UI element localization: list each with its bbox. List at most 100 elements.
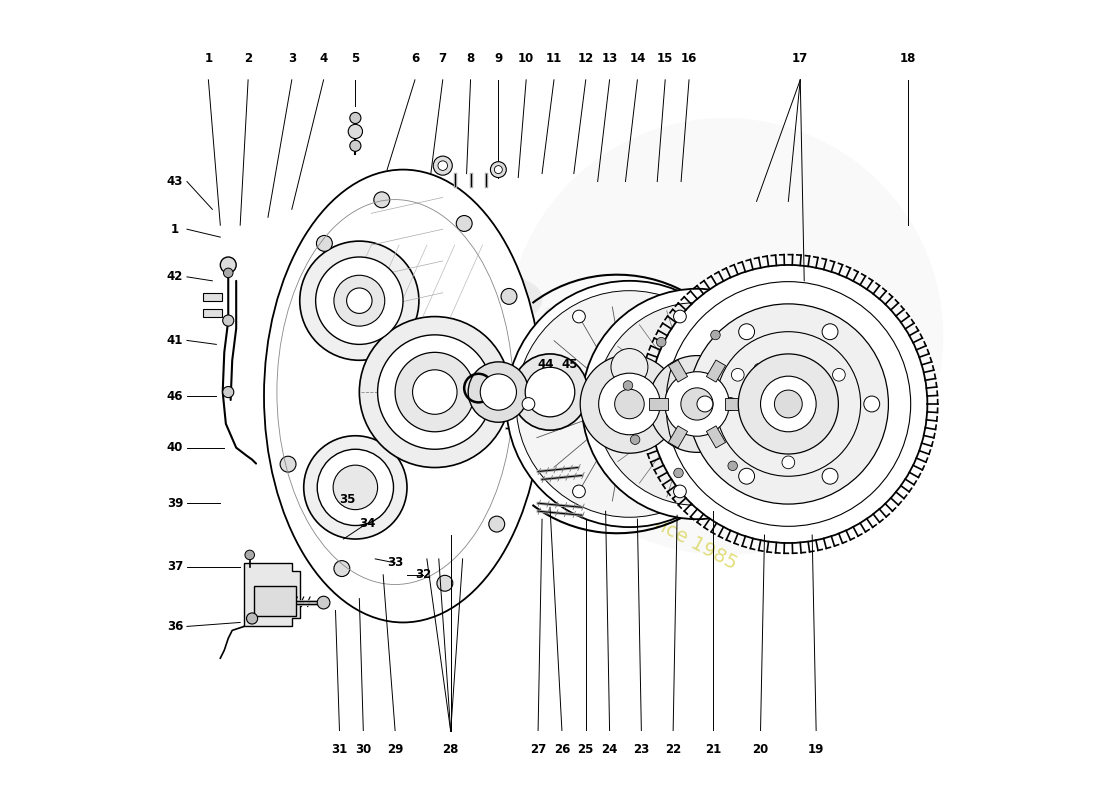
Circle shape [223,268,233,278]
Circle shape [673,485,686,498]
Circle shape [595,302,799,506]
Text: 15: 15 [657,52,673,65]
Text: 26: 26 [553,743,570,756]
Circle shape [697,396,713,412]
Circle shape [711,330,720,340]
Circle shape [822,324,838,340]
Text: 19: 19 [808,743,824,756]
Bar [706,360,726,382]
Circle shape [755,363,763,373]
Text: 45: 45 [562,358,579,370]
Text: 24: 24 [602,743,618,756]
Circle shape [334,561,350,577]
Circle shape [488,516,505,532]
Circle shape [494,166,503,174]
Text: 11: 11 [546,52,562,65]
Circle shape [615,389,645,418]
Circle shape [245,550,254,560]
Circle shape [649,355,746,452]
Circle shape [438,161,448,170]
Text: 6: 6 [410,52,419,65]
Circle shape [469,362,529,422]
Circle shape [317,450,394,526]
Text: a passion for parts since 1985: a passion for parts since 1985 [471,418,740,573]
Circle shape [664,372,729,436]
Text: 31: 31 [331,743,348,756]
Circle shape [689,304,889,504]
Text: 22: 22 [666,743,681,756]
Text: 41: 41 [167,334,184,347]
Circle shape [822,468,838,484]
Text: 25: 25 [578,743,594,756]
Text: 34: 34 [359,517,375,530]
Circle shape [481,374,517,410]
Circle shape [738,354,838,454]
Text: 16: 16 [681,52,697,65]
Circle shape [739,324,755,340]
Circle shape [649,265,927,543]
Bar [649,398,669,410]
Text: 35: 35 [339,493,355,506]
Circle shape [512,354,588,430]
Circle shape [350,113,361,123]
Bar [706,426,726,448]
Circle shape [657,338,665,347]
Circle shape [350,140,361,151]
Text: 30: 30 [355,743,372,756]
Text: PartsFan: PartsFan [471,270,820,498]
Circle shape [299,241,419,360]
Text: 44: 44 [538,358,554,370]
Bar [669,360,688,382]
Circle shape [360,317,510,467]
Text: 14: 14 [629,52,646,65]
Text: 42: 42 [167,270,184,283]
Circle shape [280,456,296,472]
Text: 40: 40 [167,441,184,454]
Circle shape [222,386,234,398]
Circle shape [739,468,755,484]
Text: 39: 39 [167,497,184,510]
Text: 36: 36 [167,620,184,633]
Circle shape [395,352,474,432]
Circle shape [374,192,389,208]
Circle shape [610,349,648,386]
Bar [254,586,296,616]
Circle shape [506,281,752,527]
Text: 21: 21 [705,743,720,756]
Circle shape [761,418,771,427]
Circle shape [630,435,640,445]
Circle shape [500,289,517,304]
Circle shape [864,396,880,412]
Text: 1: 1 [170,222,179,236]
Bar [202,309,222,317]
Circle shape [412,370,458,414]
Text: 2: 2 [244,52,252,65]
Ellipse shape [264,170,542,622]
Text: 32: 32 [415,568,431,582]
Text: 17: 17 [792,52,808,65]
Circle shape [573,485,585,498]
Circle shape [317,235,332,251]
Circle shape [525,367,575,417]
Text: 28: 28 [442,743,459,756]
Circle shape [732,369,744,381]
Circle shape [728,461,737,470]
Circle shape [681,388,713,420]
Text: 23: 23 [634,743,649,756]
Text: 10: 10 [518,52,535,65]
Text: 20: 20 [752,743,769,756]
Text: 43: 43 [167,175,184,188]
Circle shape [220,257,236,273]
Circle shape [246,613,257,624]
Bar [726,398,745,410]
Circle shape [598,373,660,434]
Text: 46: 46 [167,390,184,402]
Circle shape [580,354,679,454]
Text: 7: 7 [439,52,447,65]
Circle shape [774,390,802,418]
Circle shape [782,456,794,469]
Circle shape [437,575,453,591]
Text: 9: 9 [494,52,503,65]
Text: 12: 12 [578,52,594,65]
Text: 27: 27 [530,743,547,756]
